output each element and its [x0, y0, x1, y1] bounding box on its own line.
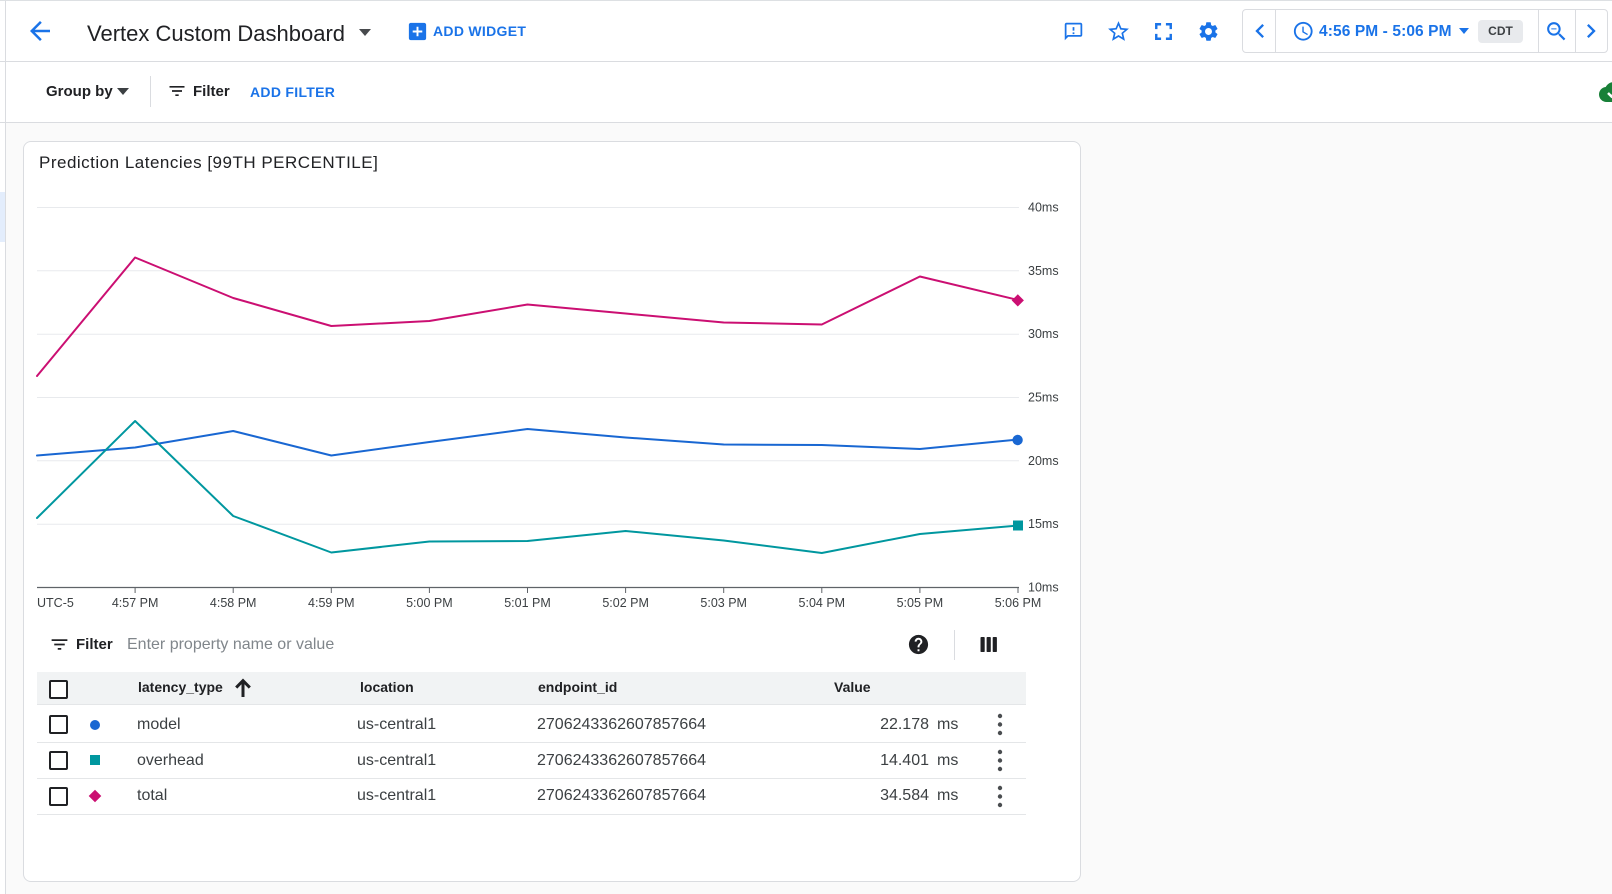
- svg-text:30ms: 30ms: [1028, 327, 1059, 341]
- svg-text:5:02 PM: 5:02 PM: [602, 596, 649, 610]
- svg-text:5:06 PM: 5:06 PM: [995, 596, 1042, 610]
- svg-text:5:04 PM: 5:04 PM: [799, 596, 846, 610]
- svg-text:5:01 PM: 5:01 PM: [504, 596, 551, 610]
- svg-text:25ms: 25ms: [1028, 391, 1059, 405]
- svg-text:20ms: 20ms: [1028, 454, 1059, 468]
- svg-text:5:00 PM: 5:00 PM: [406, 596, 453, 610]
- svg-text:35ms: 35ms: [1028, 264, 1059, 278]
- svg-text:4:58 PM: 4:58 PM: [210, 596, 257, 610]
- svg-text:UTC-5: UTC-5: [37, 596, 74, 610]
- svg-text:10ms: 10ms: [1028, 581, 1059, 595]
- svg-text:4:57 PM: 4:57 PM: [112, 596, 159, 610]
- svg-text:5:05 PM: 5:05 PM: [897, 596, 944, 610]
- svg-text:15ms: 15ms: [1028, 517, 1059, 531]
- svg-text:5:03 PM: 5:03 PM: [700, 596, 747, 610]
- svg-text:40ms: 40ms: [1028, 201, 1059, 215]
- svg-text:4:59 PM: 4:59 PM: [308, 596, 355, 610]
